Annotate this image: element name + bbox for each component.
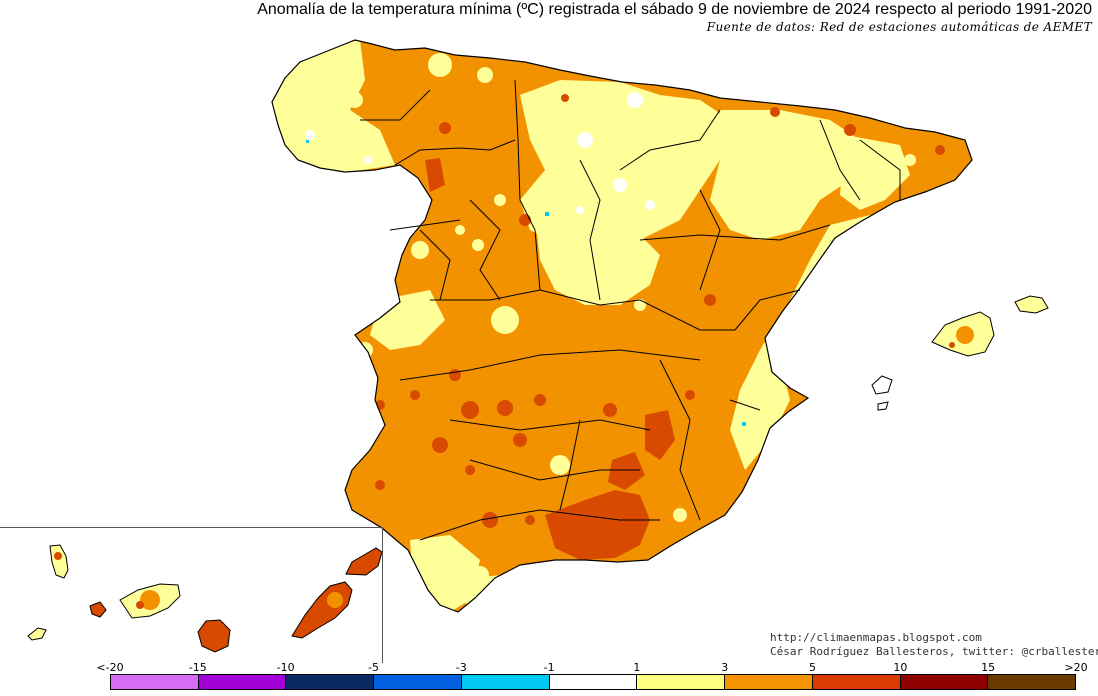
legend-swatch <box>461 675 550 689</box>
legend-tick-label: -3 <box>455 661 467 674</box>
peninsula-coastline <box>271 39 973 613</box>
province-borders <box>360 79 901 541</box>
legend-tick-label: 3 <box>721 661 729 674</box>
legend-tick-label: 10 <box>893 661 908 674</box>
el-hierro-island <box>27 627 47 641</box>
central-pale-area <box>535 215 660 305</box>
legend-tick-label: 15 <box>981 661 996 674</box>
legend-tick-label: -5 <box>367 661 379 674</box>
menorca-island <box>1014 295 1049 314</box>
la-gomera-island <box>89 601 107 618</box>
ibiza-island <box>871 375 893 395</box>
legend-tick-label: -15 <box>188 661 207 674</box>
canary-islands <box>27 544 383 653</box>
leon-hot-patch <box>425 158 445 192</box>
credit-url: http://climaenmapas.blogspot.com <box>770 631 982 644</box>
gran-canaria-island <box>197 619 231 653</box>
legend-swatch <box>988 675 1076 689</box>
legend-tick-label: >20 <box>1064 661 1088 674</box>
granada-hot-area <box>545 490 650 560</box>
credit-author: César Rodríguez Ballesteros, twitter: @c… <box>770 645 1098 658</box>
legend-tick-label: -10 <box>276 661 295 674</box>
legend-tick-label: -1 <box>543 661 555 674</box>
legend-tick-label: 1 <box>633 661 641 674</box>
legend-swatch <box>637 675 726 689</box>
balearic-islands <box>871 295 1049 411</box>
legend-swatch <box>111 675 199 689</box>
legend-swatch <box>549 675 638 689</box>
aragon-pale-area <box>710 110 860 240</box>
peninsula-region <box>271 39 973 613</box>
map-title: Anomalía de la temperatura mínima (ºC) r… <box>257 1 1092 18</box>
valencia-pale-area <box>730 215 880 470</box>
color-legend <box>110 674 1076 690</box>
formentera-island <box>877 401 889 411</box>
legend-swatch <box>198 675 287 689</box>
catalonia-pale-area <box>840 135 910 210</box>
north-central-pale-area <box>520 80 730 250</box>
legend-swatch <box>374 675 462 689</box>
legend-tick-label: 5 <box>809 661 817 674</box>
jaen-hot-patch <box>608 452 645 490</box>
legend-swatch <box>900 675 989 689</box>
legend-swatch <box>812 675 901 689</box>
canary-inset-frame <box>0 527 383 663</box>
murcia-hot-area <box>645 410 675 460</box>
data-source: Fuente de datos: Red de estaciones autom… <box>706 20 1092 34</box>
legend-swatch <box>725 675 813 689</box>
la-palma-island <box>49 544 69 579</box>
legend-swatch <box>286 675 375 689</box>
legend-tick-label: <-20 <box>96 661 124 674</box>
hot-spots <box>375 94 945 528</box>
lanzarote-island <box>345 547 383 576</box>
